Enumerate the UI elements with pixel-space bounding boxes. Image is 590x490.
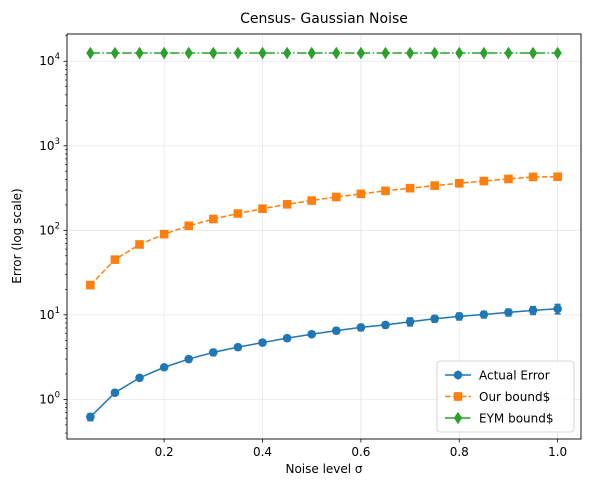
data-point xyxy=(283,46,292,60)
series-1 xyxy=(86,303,562,422)
data-point xyxy=(135,46,144,60)
data-point xyxy=(282,333,292,343)
data-point xyxy=(479,176,489,186)
data-point xyxy=(331,192,341,202)
data-point xyxy=(258,46,267,60)
legend: Actual Error Our bound$ EYM bound$ xyxy=(436,360,575,433)
x-tick-label: 0.4 xyxy=(253,445,272,459)
data-point xyxy=(332,46,341,60)
data-point xyxy=(110,388,120,397)
legend-entry: Our bound$ xyxy=(445,390,550,404)
x-axis: 0.2 0.4 0.6 0.8 1.0 xyxy=(155,439,567,459)
data-point xyxy=(258,338,267,347)
grid xyxy=(67,34,581,439)
y-tick-label: 101 xyxy=(39,306,60,322)
data-point xyxy=(110,255,120,264)
data-point xyxy=(209,348,218,357)
data-point xyxy=(160,46,169,60)
data-point xyxy=(430,181,439,190)
data-point xyxy=(430,314,439,324)
data-point xyxy=(405,183,415,193)
data-point xyxy=(356,189,366,199)
data-point xyxy=(307,329,317,339)
legend-label: EYM bound$ xyxy=(479,411,554,425)
data-point xyxy=(504,308,513,317)
data-point xyxy=(356,46,365,60)
data-point xyxy=(209,46,218,60)
data-point xyxy=(553,172,562,182)
chart-title: Census- Gaussian Noise xyxy=(240,11,408,27)
data-point xyxy=(258,204,267,214)
x-tick-label: 0.8 xyxy=(450,445,469,459)
data-point xyxy=(381,320,390,330)
data-point xyxy=(479,46,488,60)
y-tick-label: 103 xyxy=(39,137,60,153)
data-point xyxy=(381,46,390,60)
legend-marker xyxy=(453,392,463,401)
data-point xyxy=(405,317,415,326)
data-point xyxy=(282,200,292,209)
x-axis-label: Noise level σ xyxy=(285,462,362,476)
data-point xyxy=(528,172,538,182)
legend-marker xyxy=(453,370,463,380)
data-point xyxy=(454,312,464,321)
y-axis: 100 101 102 103 104 xyxy=(39,35,67,434)
data-point xyxy=(86,46,95,60)
data-point xyxy=(86,412,95,422)
data-point xyxy=(184,221,194,231)
data-point xyxy=(504,174,513,184)
legend-box xyxy=(436,360,575,433)
data-point xyxy=(307,46,316,60)
legend-label: Our bound$ xyxy=(479,390,550,404)
y-tick-label: 102 xyxy=(39,221,60,237)
data-point xyxy=(455,46,464,60)
data-point xyxy=(504,46,513,60)
legend-entry: EYM bound$ xyxy=(445,411,554,425)
data-point xyxy=(159,362,169,372)
y-tick-label: 100 xyxy=(39,390,60,406)
series-3 xyxy=(86,46,562,60)
data-point xyxy=(430,46,439,60)
series-layer xyxy=(86,46,562,422)
data-point xyxy=(479,310,489,319)
data-point xyxy=(135,373,144,383)
data-point xyxy=(184,354,194,364)
data-point xyxy=(307,196,317,205)
data-point xyxy=(110,46,120,60)
series-2 xyxy=(86,172,562,290)
data-point xyxy=(356,323,366,332)
data-point xyxy=(528,306,538,315)
legend-entry: Actual Error xyxy=(445,368,550,382)
x-tick-label: 0.6 xyxy=(351,445,370,459)
data-point xyxy=(331,326,341,335)
legend-label: Actual Error xyxy=(479,368,550,382)
data-point xyxy=(209,214,218,224)
data-point xyxy=(159,229,169,239)
y-tick-label: 104 xyxy=(39,52,60,68)
data-point xyxy=(381,186,390,196)
data-point xyxy=(553,304,562,314)
data-point xyxy=(454,178,464,188)
plot-frame xyxy=(66,33,582,440)
data-point xyxy=(553,46,562,60)
y-axis-label: Error (log scale) xyxy=(10,188,24,283)
data-point xyxy=(233,46,243,60)
data-point xyxy=(405,46,415,60)
data-point xyxy=(233,342,243,352)
x-tick-label: 1.0 xyxy=(548,445,567,459)
x-tick-label: 0.2 xyxy=(155,445,174,459)
data-point xyxy=(184,46,193,60)
legend-marker xyxy=(453,411,463,425)
data-point xyxy=(86,280,95,290)
data-point xyxy=(528,46,538,60)
data-point xyxy=(233,209,243,218)
data-point xyxy=(135,240,144,249)
